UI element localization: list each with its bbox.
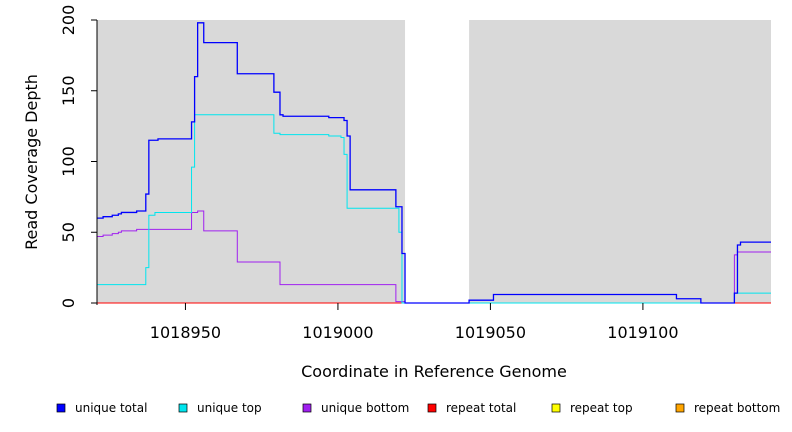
legend-label-repeat-bottom: repeat bottom bbox=[694, 401, 780, 415]
legend-swatch-repeat-bottom bbox=[675, 403, 685, 413]
series-layer bbox=[97, 22, 771, 304]
legend-label-unique-total: unique total bbox=[75, 401, 147, 415]
legend-swatch-repeat-top bbox=[551, 403, 561, 413]
y-tick-label: 100 bbox=[59, 146, 78, 177]
series-line-unique-top bbox=[97, 114, 771, 304]
legend-label-unique-top: unique top bbox=[197, 401, 262, 415]
legend: unique total unique top unique bottom repea… bbox=[56, 401, 780, 415]
legend-label-unique-bottom: unique bottom bbox=[321, 401, 409, 415]
axes: 0 50 100 150 200 1018950 1019000 1019050 1019100 bbox=[59, 5, 679, 342]
series-line-unique-total bbox=[97, 22, 771, 304]
legend-swatch-unique-top bbox=[178, 403, 188, 413]
legend-label-repeat-top: repeat top bbox=[570, 401, 633, 415]
legend-label-repeat-total: repeat total bbox=[446, 401, 516, 415]
legend-swatch-unique-total bbox=[56, 403, 66, 413]
gap-region bbox=[405, 20, 470, 303]
x-tick-label: 1018950 bbox=[150, 323, 221, 342]
y-tick-label: 0 bbox=[59, 298, 78, 308]
x-tick-label: 1019100 bbox=[607, 323, 678, 342]
x-axis-title: Coordinate in Reference Genome bbox=[301, 362, 567, 381]
x-tick-label: 1019050 bbox=[455, 323, 526, 342]
legend-swatch-unique-bottom bbox=[302, 403, 312, 413]
y-tick-label: 200 bbox=[59, 5, 78, 36]
y-tick-label: 50 bbox=[59, 222, 78, 242]
legend-swatch-repeat-total bbox=[427, 403, 437, 413]
y-tick-label: 150 bbox=[59, 75, 78, 106]
x-tick-label: 1019000 bbox=[302, 323, 373, 342]
y-axis-title: Read Coverage Depth bbox=[22, 74, 41, 250]
